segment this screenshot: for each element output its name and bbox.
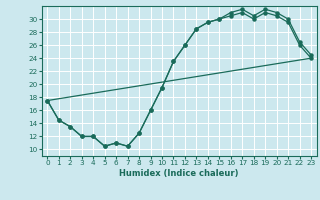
X-axis label: Humidex (Indice chaleur): Humidex (Indice chaleur) xyxy=(119,169,239,178)
